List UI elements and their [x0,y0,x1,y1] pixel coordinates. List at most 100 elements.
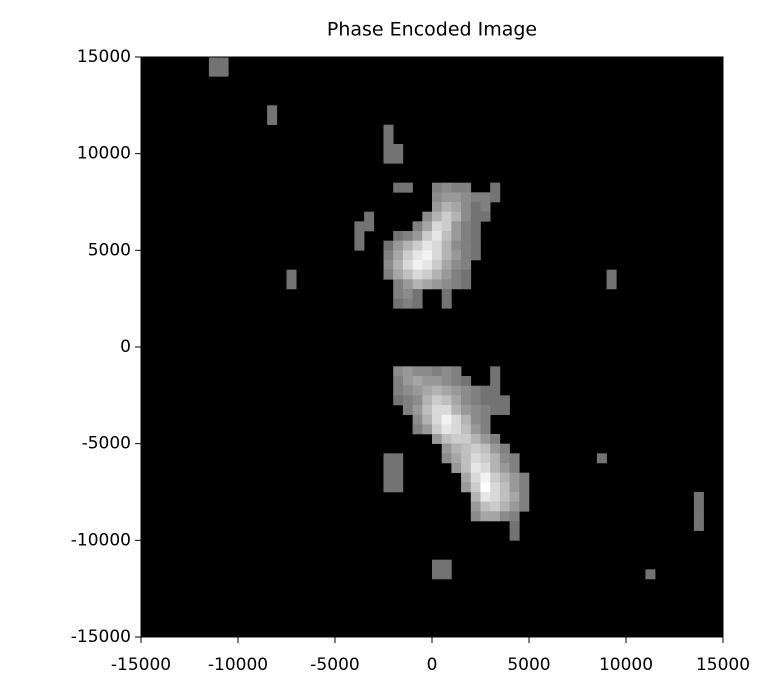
cell [364,221,375,232]
x-tick-label: -5000 [310,655,359,675]
cell [383,472,394,483]
cell [461,240,472,251]
cell [451,414,462,425]
cell [470,443,481,454]
cell [218,66,229,77]
cell [412,424,423,435]
cell [393,279,404,290]
cell [451,240,462,251]
cell [441,250,452,261]
cell [441,385,452,396]
cell [451,279,462,290]
cell [461,182,472,193]
cell [480,192,491,203]
cell [441,559,452,570]
cell [499,443,510,454]
cell [422,395,433,406]
cell [393,269,404,280]
cell [470,395,481,406]
cell [480,501,491,512]
cell [364,211,375,222]
cell [412,250,423,261]
cell [383,124,394,135]
cell [509,511,520,522]
cell [393,453,404,464]
cell [441,298,452,309]
cell [412,260,423,270]
cell [606,269,617,280]
cell [519,492,530,502]
cell [470,385,481,396]
cell [461,424,472,435]
cell [393,298,404,309]
cell [422,250,433,261]
cell [490,443,501,454]
cell [383,250,394,261]
cell [461,385,472,396]
cell [432,211,442,222]
cell [499,492,510,502]
cell [519,472,530,483]
cell [422,269,433,280]
cell [383,144,394,154]
cell [509,463,520,473]
cell [451,231,462,241]
cell [441,260,452,270]
cell [693,501,704,512]
x-tick-label: 0 [427,655,438,675]
cell [470,463,481,473]
cell [596,453,607,464]
cell [490,434,501,444]
cell [490,501,501,512]
cell [499,463,510,473]
x-tick-label: 10000 [599,655,653,675]
cell [412,385,423,396]
cell [422,414,433,425]
cell [393,482,404,493]
cell [267,105,278,116]
cell [432,192,442,203]
cell [461,434,472,444]
cell [432,279,442,290]
cell [693,511,704,522]
cell [383,153,394,164]
cell [461,472,472,483]
cell [354,231,365,241]
cell [441,395,452,406]
cell [451,453,462,464]
cell [441,443,452,454]
cell [441,405,452,415]
x-tick-label: -15000 [111,655,171,675]
cell [519,501,530,512]
cell [480,492,491,502]
cell [499,482,510,493]
cell [461,192,472,203]
cell [519,482,530,493]
cell [490,463,501,473]
cell [441,289,452,299]
cell [499,453,510,464]
cell [393,250,404,261]
cell [470,231,481,241]
cell [422,376,433,386]
cell [432,395,442,406]
cell [490,182,501,193]
cell [480,395,491,406]
cell [267,115,278,125]
cell [461,395,472,406]
cell [383,240,394,251]
cell [402,182,413,193]
cell [499,395,510,406]
cell [451,434,462,444]
cell [441,182,452,193]
cell [509,492,520,502]
cell [461,211,472,222]
cell [490,405,501,415]
cell [509,501,520,512]
cell [470,482,481,493]
cell [422,211,433,222]
cell [451,405,462,415]
cell [480,443,491,454]
cell [509,521,520,531]
